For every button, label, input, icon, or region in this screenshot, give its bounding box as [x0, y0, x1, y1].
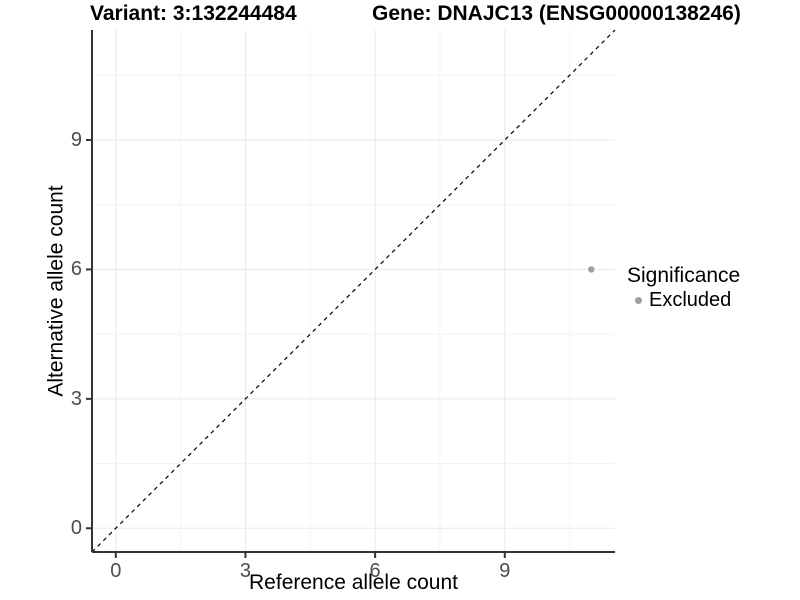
- x-axis-title: Reference allele count: [249, 571, 458, 594]
- y-axis-title: Alternative allele count: [44, 30, 70, 552]
- x-tick-label: 0: [110, 560, 122, 582]
- legend-entry-label: Excluded: [649, 289, 732, 311]
- identity-line: [91, 29, 616, 553]
- legend-key: [627, 290, 649, 312]
- y-tick-label: 0: [70, 517, 82, 540]
- legend-entries: Excluded: [627, 288, 740, 313]
- x-tick-label: 3: [239, 560, 251, 582]
- legend-point-icon: [634, 297, 642, 304]
- legend-entry: Excluded: [627, 288, 740, 313]
- y-tick-label: 6: [70, 258, 82, 281]
- plot-title-variant: Variant: 3:132244484: [90, 2, 297, 25]
- x-tick-label: 9: [499, 560, 511, 582]
- plot-title-gene: Gene: DNAJC13 (ENSG00000138246): [372, 2, 741, 25]
- y-axis-title-text: Alternative allele count: [45, 185, 69, 397]
- data-point: [588, 266, 595, 273]
- y-tick-label: 9: [70, 129, 82, 151]
- legend-title: Significance: [627, 264, 741, 287]
- plot-title: Variant: 3:132244484 Gene: DNAJC13 (ENSG…: [0, 2, 800, 28]
- y-tick-label: 3: [70, 387, 82, 410]
- x-tick-label: 6: [369, 560, 381, 582]
- legend: Significance Excluded: [627, 263, 740, 313]
